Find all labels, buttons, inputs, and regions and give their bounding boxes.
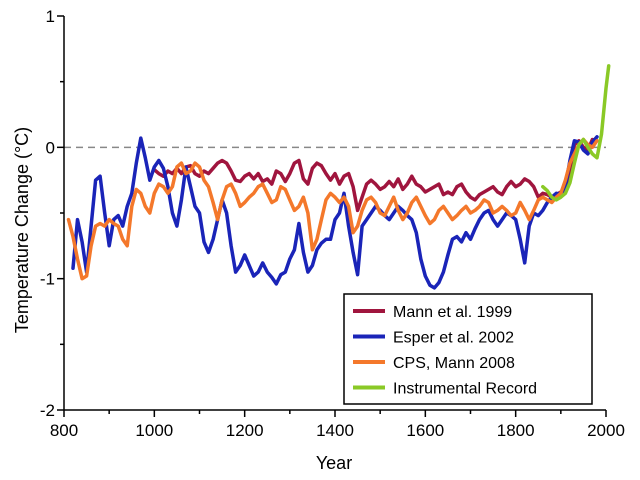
y-tick-label: 0 (46, 138, 55, 157)
series-line-cps-mann-2008 (66, 137, 599, 281)
x-tick-label: 1000 (135, 421, 173, 440)
y-tick-label: 1 (46, 7, 55, 26)
y-axis-title: Temperature Change (°C) (12, 127, 32, 333)
series-line-mann-et-al-1999 (152, 137, 599, 213)
legend-box (343, 293, 593, 405)
x-axis-ticks: 800 1000 1200 1400 1600 1800 2000 (50, 410, 625, 440)
x-tick-label: 800 (50, 421, 78, 440)
legend-label: CPS, Mann 2008 (393, 355, 515, 372)
x-tick-label: 1800 (497, 421, 535, 440)
legend: Mann et al. 1999 Esper et al. 2002 CPS, Ma… (343, 293, 593, 405)
legend-label: Mann et al. 1999 (393, 304, 512, 321)
legend-label: Instrumental Record (393, 381, 537, 398)
y-axis-ticks: 1 0 -1 -2 (40, 7, 64, 420)
x-tick-label: 1200 (226, 421, 264, 440)
series-lines (66, 64, 611, 290)
y-tick-label: -1 (40, 270, 55, 289)
y-tick-label: -2 (40, 401, 55, 420)
x-tick-label: 2000 (587, 421, 625, 440)
series-line-instrumental-record (541, 64, 611, 202)
legend-label: Esper et al. 2002 (393, 330, 514, 347)
x-tick-label: 1600 (406, 421, 444, 440)
x-tick-label: 1400 (316, 421, 354, 440)
x-axis-title: Year (316, 453, 352, 473)
